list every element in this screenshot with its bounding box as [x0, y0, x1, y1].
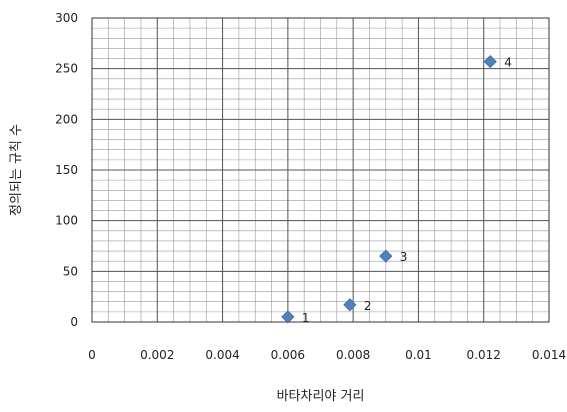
y-tick-label: 200 — [55, 112, 78, 126]
y-tick-label: 50 — [63, 264, 78, 278]
data-point-label-1: 1 — [302, 311, 310, 325]
x-tick-label: 0.006 — [271, 348, 305, 362]
x-tick-label: 0.01 — [405, 348, 432, 362]
data-point-label-2: 2 — [364, 299, 372, 313]
x-tick-label: 0.004 — [205, 348, 239, 362]
data-point-label-4: 4 — [504, 56, 512, 70]
x-tick-label: 0.008 — [336, 348, 370, 362]
x-tick-labels: 0 0.002 0.004 0.006 0.008 0.01 0.012 0.014 — [88, 348, 566, 362]
data-point-2 — [343, 298, 357, 312]
data-point-1 — [281, 310, 295, 324]
x-tick-label: 0.014 — [532, 348, 566, 362]
x-axis-title: 바타차리야 거리 — [277, 389, 365, 404]
data-point-label-3: 3 — [400, 250, 408, 264]
data-point-4 — [483, 55, 497, 69]
x-tick-label: 0 — [88, 348, 96, 362]
data-points: 1 2 3 4 — [281, 55, 512, 325]
axes — [91, 17, 550, 323]
y-tick-label: 300 — [55, 11, 78, 25]
y-tick-label: 150 — [55, 163, 78, 177]
plot-area-border — [91, 17, 550, 323]
y-tick-label: 250 — [55, 62, 78, 76]
x-tick-label: 0.012 — [467, 348, 501, 362]
y-axis-title: 정의되는 규칙 수 — [9, 124, 24, 216]
y-tick-label: 0 — [70, 315, 78, 329]
y-tick-labels: 0 50 100 150 200 250 300 — [55, 11, 78, 329]
data-point-3 — [379, 249, 393, 263]
y-tick-label: 100 — [55, 214, 78, 228]
grid — [91, 17, 550, 323]
x-tick-label: 0.002 — [140, 348, 174, 362]
